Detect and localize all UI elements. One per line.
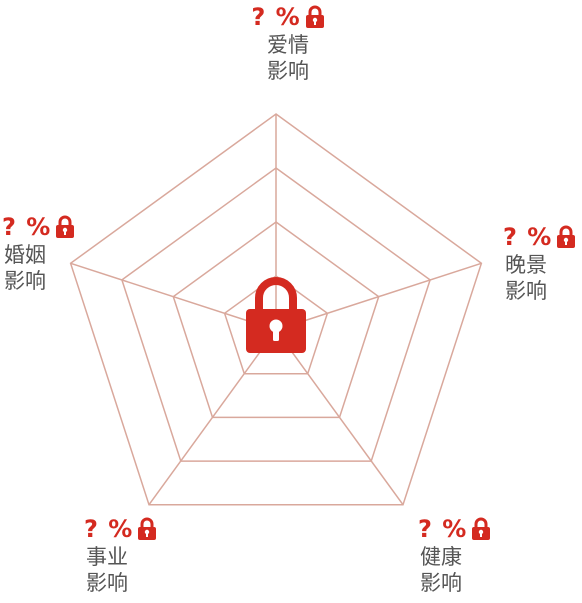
late-life-score: ? % (503, 223, 553, 251)
radar-ring-1 (223, 275, 329, 375)
radar-ring-3 (121, 167, 431, 462)
radar-ring-4 (69, 113, 483, 506)
radar-axis-career (148, 329, 277, 506)
late-life-label-line1: 晚景 (505, 253, 547, 277)
career-label-line2: 影响 (86, 571, 128, 595)
lock-icon (557, 225, 576, 248)
career-score-row[interactable]: ? % (84, 514, 157, 544)
marriage-score: ? % (2, 213, 52, 241)
dimension-love: ? % 爱情 影响 (238, 2, 338, 84)
dimension-late-life: ? % 晚景 影响 (503, 222, 576, 304)
lock-icon (472, 517, 491, 540)
love-label-line1: 爱情 (267, 33, 309, 57)
radar-axis-health (275, 329, 404, 506)
marriage-label-line1: 婚姻 (4, 243, 46, 267)
love-label-line2: 影响 (267, 59, 309, 83)
health-label-line1: 健康 (420, 545, 462, 569)
late-life-score-row[interactable]: ? % (503, 222, 576, 252)
lock-icon (56, 215, 75, 238)
radar-axis-late-life (275, 262, 482, 331)
dimension-health: ? % 健康 影响 (418, 514, 491, 596)
health-score: ? % (418, 515, 468, 543)
dimension-marriage: ? % 婚姻 影响 (2, 212, 75, 294)
center-lock-icon[interactable] (244, 276, 308, 354)
love-score: ? % (251, 3, 301, 31)
career-score: ? % (84, 515, 134, 543)
radar-axis-marriage (70, 262, 277, 331)
radar-ring-2 (172, 221, 380, 419)
health-label-line2: 影响 (420, 571, 462, 595)
career-label-line1: 事业 (86, 545, 128, 569)
marriage-score-row[interactable]: ? % (2, 212, 75, 242)
late-life-label-line2: 影响 (505, 279, 547, 303)
dimension-career: ? % 事业 影响 (84, 514, 157, 596)
love-score-row[interactable]: ? % (251, 2, 324, 32)
health-score-row[interactable]: ? % (418, 514, 491, 544)
marriage-label-line2: 影响 (4, 269, 46, 293)
lock-icon (138, 517, 157, 540)
lock-icon (305, 5, 324, 28)
